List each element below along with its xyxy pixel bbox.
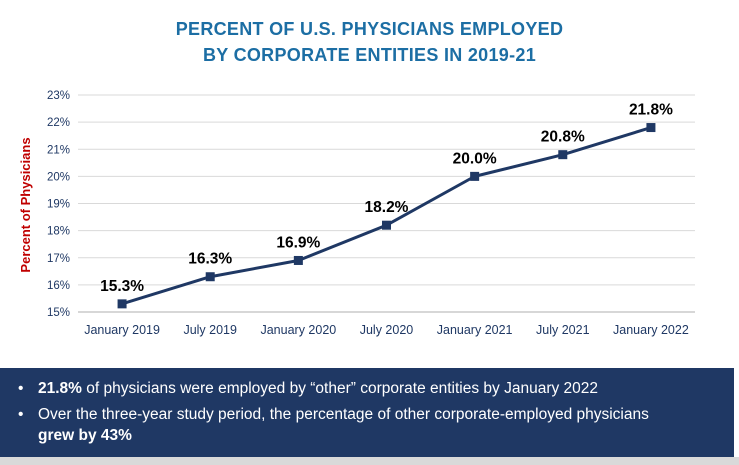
data-point-marker [470, 171, 480, 181]
data-point-marker [205, 272, 215, 282]
y-tick-label: 15% [47, 307, 70, 319]
chart-title-line2: BY CORPORATE ENTITIES IN 2019-21 [202, 45, 537, 66]
y-tick-label: 18% [47, 226, 70, 238]
chart-title-line1: PERCENT OF U.S. PHYSICIANS EMPLOYED [175, 19, 564, 39]
y-tick-label: 22% [47, 117, 70, 129]
data-point-marker [117, 299, 127, 309]
y-tick-label: 16% [47, 280, 70, 292]
footer-bullet-item: • Over the three-year study period, the p… [18, 405, 664, 447]
data-point-label: 16.9% [276, 234, 320, 251]
footer-bullet-text: 21.8% of physicians were employed by “ot… [38, 380, 599, 397]
footer-bullets: • 21.8% of physicians were employed by “o… [18, 379, 664, 447]
bullet-icon: • [18, 405, 24, 423]
data-point-label: 21.8% [629, 102, 673, 119]
chart-title: PERCENT OF U.S. PHYSICIANS EMPLOYED BY C… [0, 16, 739, 68]
x-category-label: July 2021 [536, 323, 590, 337]
x-category-label: January 2022 [613, 323, 689, 337]
x-category-label: July 2020 [360, 323, 414, 337]
bottom-strip [0, 457, 739, 465]
footer-bullet-text: Over the three-year study period, the pe… [38, 405, 649, 444]
x-category-label: July 2019 [183, 323, 237, 337]
y-tick-label: 20% [47, 171, 70, 183]
data-point-marker [558, 150, 568, 160]
data-point-label: 20.0% [453, 150, 497, 167]
x-category-label: January 2019 [84, 323, 160, 337]
x-category-label: January 2021 [437, 323, 513, 337]
x-category-label: January 2020 [260, 323, 336, 337]
data-point-marker [382, 220, 391, 230]
data-point-label: 20.8% [541, 129, 585, 146]
y-tick-label: 17% [47, 253, 70, 265]
footer-bullet-item: • 21.8% of physicians were employed by “o… [18, 379, 664, 400]
y-tick-label: 23% [47, 90, 70, 102]
data-point-marker [646, 123, 656, 133]
data-point-marker [293, 255, 303, 265]
data-point-label: 15.3% [100, 278, 144, 295]
line-chart: 15% 16% 17% 18% 19% 20% 21% 22% 23% January 2019 J… [47, 90, 695, 337]
y-tick-label: 21% [47, 144, 70, 156]
data-point-label: 18.2% [365, 199, 409, 216]
footer-banner: • 21.8% of physicians were employed by “o… [0, 368, 734, 457]
bullet-icon: • [18, 380, 24, 397]
y-tick-label: 19% [47, 199, 70, 211]
data-point-label: 16.3% [188, 251, 232, 268]
